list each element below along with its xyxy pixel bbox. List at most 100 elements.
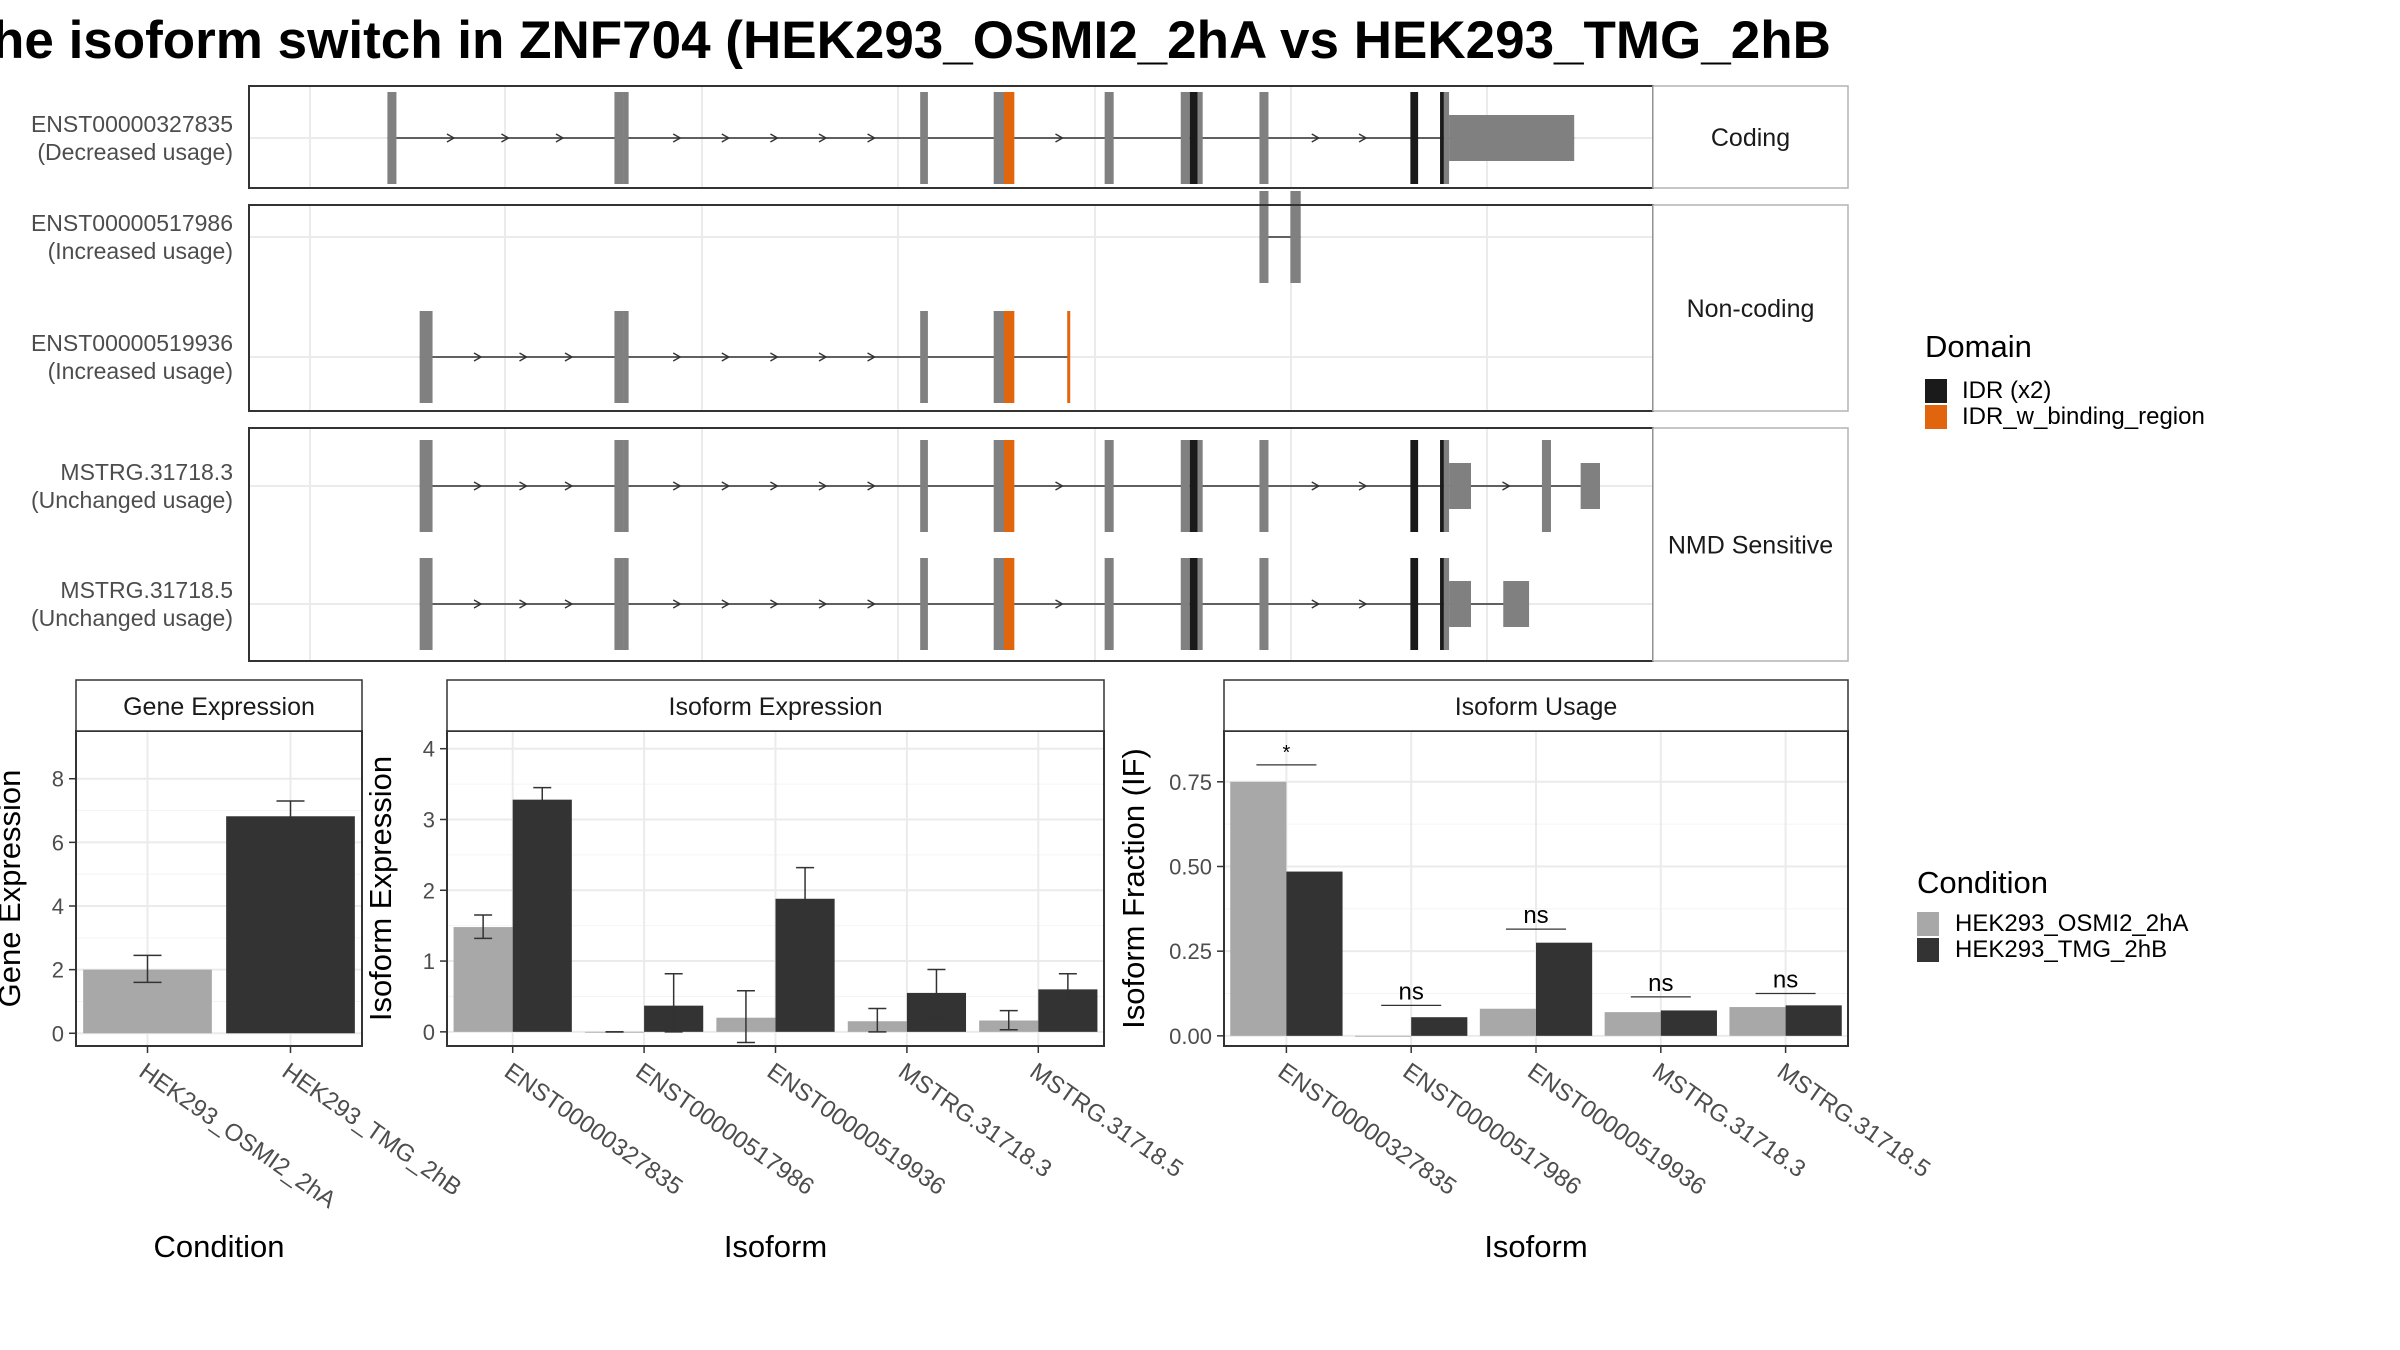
bar [453, 927, 513, 1032]
y-tick-label: 2 [52, 958, 64, 983]
exon [419, 558, 433, 650]
intron-arrow [1311, 599, 1321, 609]
y-axis-title: Gene Expression [0, 770, 27, 1008]
exon [1259, 440, 1269, 532]
intron-arrow [473, 481, 483, 491]
intron-arrow [1358, 481, 1368, 491]
exon [993, 92, 1005, 184]
facet-strip-label: Non-coding [1687, 295, 1815, 323]
intron-arrow [1311, 133, 1321, 143]
intron-arrow [672, 599, 682, 609]
idr-binding-domain [1004, 440, 1015, 532]
transcript-id-label: ENST00000519936 [31, 330, 233, 356]
exon [1180, 440, 1190, 532]
intron-arrow [1311, 481, 1321, 491]
intron-arrow [564, 481, 574, 491]
expression-charts: Gene Expression02468HEK293_OSMI2_2hAHEK2… [0, 679, 1935, 1264]
facet-background [249, 428, 1653, 661]
exon [1180, 558, 1190, 650]
y-tick-label: 0.25 [1169, 939, 1212, 964]
exon [614, 440, 624, 532]
exon [1449, 581, 1471, 627]
intron-arrow [519, 352, 528, 362]
intron-arrow [1502, 481, 1511, 491]
exon [419, 311, 433, 403]
facet-strip-label: Coding [1711, 124, 1790, 152]
legend-key [1925, 405, 1947, 429]
y-tick-label: 4 [52, 894, 64, 919]
exon [1290, 191, 1301, 283]
chart-title: Isoform Usage [1455, 693, 1618, 721]
idr-domain [1410, 440, 1419, 532]
intron-arrow [770, 599, 779, 609]
transcript-usage-label: (Unchanged usage) [31, 605, 233, 631]
structure-facet-non-coding: ENST00000517986(Increased usage)ENST0000… [31, 191, 1849, 412]
intron-arrow [446, 133, 456, 143]
y-tick-label: 0.00 [1169, 1024, 1212, 1049]
facet-strip [75, 679, 363, 732]
facet-strip [1223, 679, 1849, 732]
y-axis-title: Isoform Expression [363, 756, 398, 1021]
exon [1443, 558, 1450, 650]
legend-label: IDR_w_binding_region [1962, 403, 2205, 430]
legend-title: Domain [1925, 329, 2032, 364]
exon [920, 558, 928, 650]
idr-domain [1440, 440, 1444, 532]
intron-arrow [867, 599, 876, 609]
exon [623, 92, 629, 184]
idr-domain [1189, 440, 1198, 532]
intron-arrow [1055, 481, 1064, 491]
intron-arrow [721, 599, 731, 609]
bar [1230, 781, 1287, 1036]
idr-binding-domain [1004, 92, 1015, 184]
exon [1259, 191, 1269, 283]
idr-binding-domain [1067, 311, 1071, 403]
exon [1541, 440, 1551, 532]
intron-arrow [501, 133, 510, 143]
transcript-usage-label: (Increased usage) [48, 238, 233, 264]
legend-label: IDR (x2) [1962, 377, 2051, 404]
exon [1104, 440, 1114, 532]
facet-strip-label: NMD Sensitive [1668, 532, 1833, 560]
intron-arrow [721, 352, 731, 362]
exon [1104, 558, 1114, 650]
exon [920, 92, 928, 184]
bar [226, 816, 355, 1034]
bar [1479, 1008, 1536, 1036]
bar [1536, 942, 1593, 1036]
transcript-id-label: MSTRG.31718.5 [60, 577, 233, 603]
exon [993, 440, 1005, 532]
intron-arrow [818, 352, 828, 362]
exon [1259, 558, 1269, 650]
structure-facet-nmd-sensitive: MSTRG.31718.3(Unchanged usage) MSTRG.3171… [31, 427, 1849, 662]
intron-arrow [564, 599, 574, 609]
legend-key [1917, 938, 1939, 962]
exon [623, 311, 629, 403]
facet-strip [1652, 85, 1849, 189]
y-tick-label: 0 [52, 1021, 64, 1046]
x-axis-title: Condition [154, 1229, 285, 1264]
legend-label: HEK293_OSMI2_2hA [1955, 910, 2188, 937]
transcript-enst00000519936: ENST00000519936(Increased usage) [31, 311, 1071, 403]
intron-arrow [1358, 133, 1368, 143]
transcript-id-label: ENST00000517986 [31, 210, 233, 236]
exon [623, 440, 629, 532]
chart-title: Isoform Expression [669, 693, 883, 721]
exon [920, 311, 928, 403]
intron-arrow [1055, 599, 1064, 609]
y-tick-label: 6 [52, 830, 64, 855]
exon [993, 311, 1005, 403]
significance-label: * [1283, 742, 1291, 764]
facet-strip [1652, 204, 1849, 412]
transcript-mstrg-31718-3: MSTRG.31718.3(Unchanged usage) [31, 440, 1600, 532]
intron-arrow [770, 352, 779, 362]
idr-binding-domain [1004, 558, 1015, 650]
intron-arrow [721, 481, 731, 491]
transcript-usage-label: (Increased usage) [48, 358, 233, 384]
intron-arrow [1358, 599, 1368, 609]
bar [1785, 1005, 1842, 1036]
intron-arrow [473, 352, 483, 362]
transcript-usage-label: (Unchanged usage) [31, 487, 233, 513]
transcript-mstrg-31718-5: MSTRG.31718.5(Unchanged usage) [31, 558, 1530, 650]
